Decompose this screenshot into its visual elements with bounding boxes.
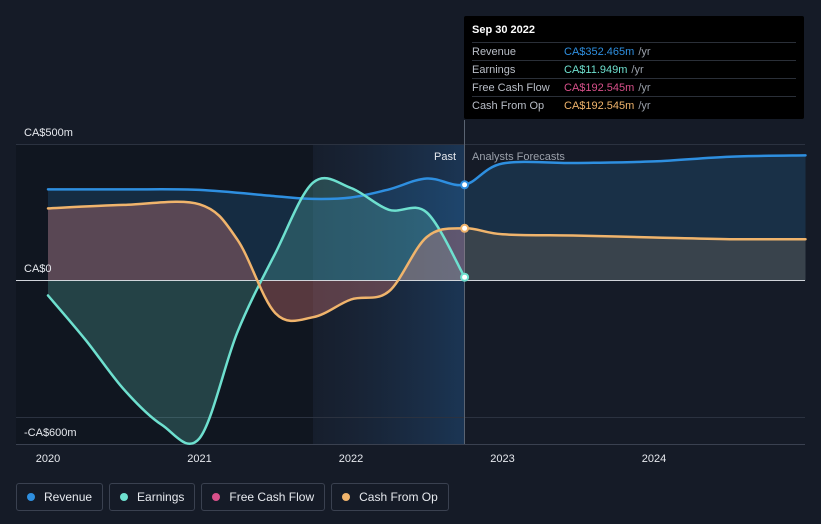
tooltip-series-unit: /yr: [638, 45, 651, 58]
y-tick-zero: CA$0: [24, 263, 52, 275]
legend-item-free-cash-flow[interactable]: Free Cash Flow: [201, 483, 326, 511]
y-tick-bottom: -CA$600m: [24, 427, 77, 439]
tooltip-series-value: CA$192.545m: [564, 81, 635, 94]
legend-dot-icon: [212, 493, 221, 501]
legend: Revenue Earnings Free Cash Flow Cash From O…: [16, 483, 449, 511]
free-cash-flow-area: [48, 201, 465, 321]
tooltip: Sep 30 2022 Revenue CA$352.465m/yr Earning…: [464, 16, 804, 119]
legend-item-revenue[interactable]: Revenue: [16, 483, 104, 511]
tooltip-row: Cash From Op CA$192.545m/yr: [472, 97, 796, 114]
revenue-area: [48, 155, 806, 281]
tooltip-row: Free Cash Flow CA$192.545m/yr: [472, 79, 796, 97]
tooltip-series-name: Revenue: [472, 45, 517, 58]
x-tick-2021: 2021: [187, 453, 211, 465]
tooltip-series-value: CA$192.545m: [564, 99, 635, 112]
past-highlight-region: [313, 144, 464, 444]
forecast-label: Analysts Forecasts: [472, 151, 565, 163]
earnings-marker[interactable]: [460, 272, 470, 282]
tooltip-series-name: Free Cash Flow: [472, 81, 550, 94]
tooltip-series-value: CA$11.949m: [564, 63, 628, 76]
legend-dot-icon: [120, 493, 129, 501]
past-label: Past: [434, 151, 456, 163]
tooltip-series-name: Earnings: [472, 63, 516, 76]
tooltip-series-unit: /yr: [631, 63, 644, 76]
earnings-area: [48, 178, 465, 444]
legend-item-earnings[interactable]: Earnings: [109, 483, 196, 511]
legend-label: Revenue: [44, 490, 93, 504]
x-tick-2020: 2020: [36, 453, 60, 465]
legend-dot-icon: [342, 493, 351, 501]
earnings-line: [46, 176, 466, 446]
x-tick-2023: 2023: [490, 453, 514, 465]
y-tick-top: CA$500m: [24, 127, 73, 139]
tooltip-row: Revenue CA$352.465m/yr: [472, 43, 796, 61]
legend-dot-icon: [27, 493, 35, 501]
revenue-marker[interactable]: [460, 180, 470, 190]
x-tick-2022: 2022: [339, 453, 363, 465]
tooltip-date: Sep 30 2022: [472, 24, 796, 43]
legend-label: Earnings: [137, 490, 185, 504]
revenue-line: [46, 154, 807, 201]
cash-from-op-line: [46, 200, 807, 323]
legend-item-cash-from-op[interactable]: Cash From Op: [331, 483, 449, 511]
tooltip-row: Earnings CA$11.949m/yr: [472, 61, 796, 79]
legend-label: Free Cash Flow: [229, 490, 315, 504]
tooltip-series-unit: /yr: [638, 81, 651, 94]
tooltip-series-value: CA$352.465m: [564, 45, 635, 58]
financial-chart: CA$500m CA$0 -CA$600m Past Analysts Fore…: [16, 120, 807, 465]
legend-label: Cash From Op: [359, 490, 438, 504]
cash-from-op-area: [48, 201, 806, 321]
cash-from-op-marker[interactable]: [460, 223, 470, 233]
tooltip-series-name: Cash From Op: [472, 99, 545, 112]
x-tick-2024: 2024: [642, 453, 666, 465]
tooltip-series-unit: /yr: [638, 99, 651, 112]
